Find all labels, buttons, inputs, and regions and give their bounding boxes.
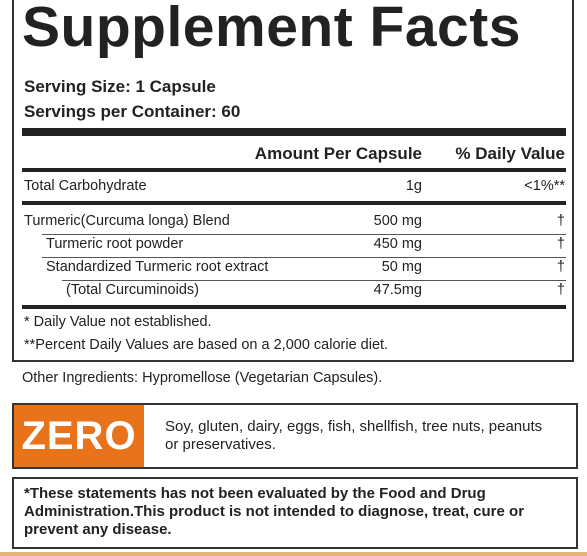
zero-badge: ZERO: [14, 405, 144, 467]
serving-size: Serving Size: 1 Capsule: [24, 77, 216, 96]
daily-value: †: [556, 282, 565, 298]
footnote: **Percent Daily Values are based on a 2,…: [24, 337, 389, 353]
dv-header: % Daily Value: [455, 144, 565, 163]
amount: 50 mg: [381, 259, 422, 275]
footnote: * Daily Value not established.: [24, 314, 212, 330]
nutrient-name: Standardized Turmeric root extract: [46, 259, 269, 275]
other-ingredients: Other Ingredients: Hypromellose (Vegetar…: [22, 370, 383, 386]
disclaimer: *These statements has not been evaluated…: [24, 485, 525, 538]
nutrient-name: Turmeric root powder: [46, 236, 184, 252]
free-from-text: Soy, gluten, dairy, eggs, fish, shellfis…: [165, 418, 543, 453]
bottom-strip: [0, 552, 587, 556]
facts-panel: [12, 0, 574, 362]
amount: 500 mg: [373, 213, 422, 229]
divider: [22, 128, 566, 136]
divider: [22, 305, 566, 309]
amount: 450 mg: [373, 236, 422, 252]
row-divider: [62, 280, 566, 281]
nutrient-name: Total Carbohydrate: [24, 178, 147, 194]
amount-header: Amount Per Capsule: [254, 144, 422, 163]
daily-value: †: [556, 213, 565, 229]
amount: 47.5mg: [373, 282, 422, 298]
title: Supplement Facts: [22, 0, 521, 59]
daily-value: †: [556, 259, 565, 275]
row-divider: [42, 234, 566, 235]
row-divider: [42, 257, 566, 258]
daily-value: †: [556, 236, 565, 252]
divider: [22, 168, 566, 172]
servings-per-container: Servings per Container: 60: [24, 102, 241, 121]
disclaimer-box: [12, 477, 578, 549]
nutrient-name: Turmeric(Curcuma longa) Blend: [24, 213, 230, 229]
daily-value: <1%**: [524, 178, 565, 194]
free-from-box: [12, 403, 578, 469]
amount: 1g: [405, 178, 422, 194]
nutrient-name: (Total Curcuminoids): [66, 282, 199, 298]
divider: [22, 201, 566, 205]
